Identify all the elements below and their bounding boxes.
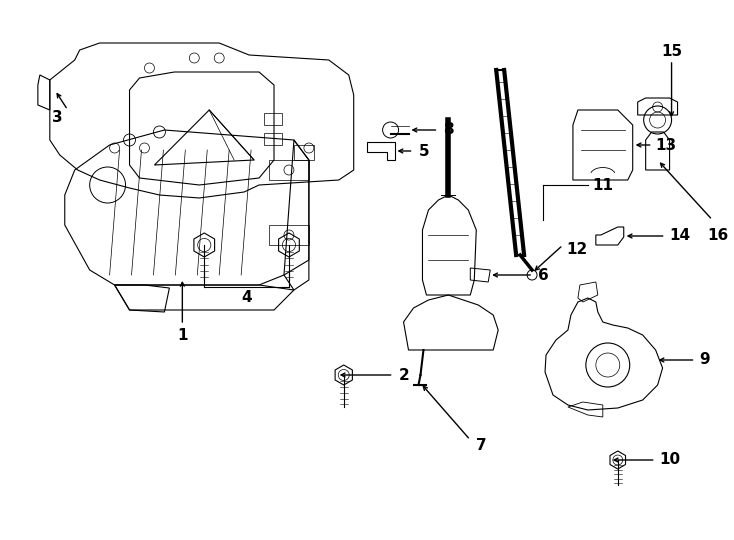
Text: 15: 15 bbox=[661, 44, 682, 59]
Text: 2: 2 bbox=[399, 368, 410, 382]
Text: 4: 4 bbox=[241, 289, 252, 305]
Text: 7: 7 bbox=[476, 437, 487, 453]
Text: 5: 5 bbox=[418, 144, 429, 159]
Text: 12: 12 bbox=[566, 242, 587, 258]
Text: 6: 6 bbox=[538, 267, 549, 282]
Text: 10: 10 bbox=[660, 453, 680, 468]
Text: 1: 1 bbox=[177, 327, 188, 342]
Text: 11: 11 bbox=[592, 178, 613, 192]
Text: 9: 9 bbox=[700, 353, 710, 368]
Text: 8: 8 bbox=[443, 123, 454, 138]
Text: 16: 16 bbox=[708, 227, 729, 242]
Text: 14: 14 bbox=[669, 228, 691, 244]
Text: 3: 3 bbox=[52, 110, 63, 125]
Text: 13: 13 bbox=[655, 138, 677, 152]
